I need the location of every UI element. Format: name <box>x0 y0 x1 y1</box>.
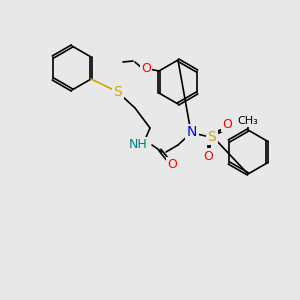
Text: S: S <box>208 130 216 144</box>
Text: N: N <box>187 125 197 139</box>
Text: O: O <box>141 62 151 76</box>
Text: O: O <box>167 158 177 172</box>
Text: O: O <box>222 118 232 130</box>
Text: O: O <box>203 149 213 163</box>
Text: CH₃: CH₃ <box>238 116 258 126</box>
Text: S: S <box>114 85 122 99</box>
Text: NH: NH <box>129 139 147 152</box>
